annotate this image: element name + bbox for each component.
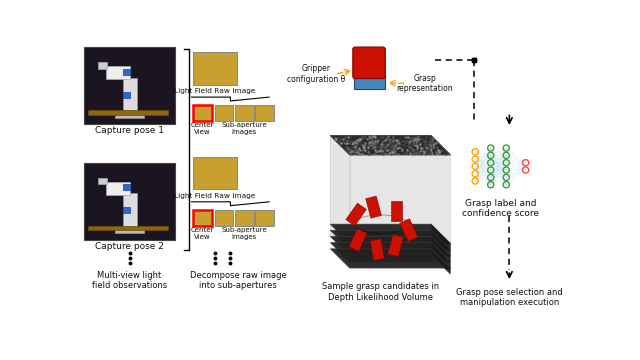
Text: Sub-aperture
images: Sub-aperture images — [221, 227, 267, 240]
Bar — [215, 210, 234, 226]
Polygon shape — [431, 230, 451, 256]
Text: Grasp label and
confidence score: Grasp label and confidence score — [462, 199, 540, 219]
Bar — [235, 105, 253, 121]
Text: Gripper
configuration θ: Gripper configuration θ — [287, 64, 346, 84]
Text: Capture pose 2: Capture pose 2 — [95, 242, 164, 251]
Polygon shape — [330, 249, 451, 268]
Polygon shape — [431, 224, 451, 249]
Polygon shape — [88, 110, 168, 115]
Text: Light Field Raw Image: Light Field Raw Image — [174, 88, 255, 94]
Polygon shape — [106, 66, 131, 80]
Polygon shape — [431, 243, 451, 268]
Polygon shape — [98, 62, 107, 69]
Text: Decompose raw image
into sub-apertures: Decompose raw image into sub-apertures — [189, 271, 287, 290]
Polygon shape — [330, 230, 451, 249]
Bar — [346, 203, 366, 226]
Text: Center
View: Center View — [191, 227, 214, 240]
Bar — [353, 75, 385, 89]
Bar — [84, 47, 175, 124]
Polygon shape — [330, 243, 451, 262]
Bar — [391, 201, 402, 221]
Bar — [193, 105, 212, 121]
Bar — [193, 157, 237, 189]
Polygon shape — [431, 237, 451, 262]
Polygon shape — [115, 112, 145, 118]
Bar — [123, 207, 131, 213]
Bar — [193, 210, 212, 226]
Bar — [399, 219, 418, 242]
Text: Capture pose 1: Capture pose 1 — [95, 126, 164, 135]
Polygon shape — [330, 136, 451, 155]
Bar — [193, 53, 237, 85]
Text: Light Field Raw Image: Light Field Raw Image — [174, 193, 255, 199]
Bar — [123, 92, 131, 98]
Polygon shape — [349, 155, 451, 255]
Polygon shape — [431, 249, 451, 274]
Text: Center
View: Center View — [191, 122, 214, 135]
Polygon shape — [106, 182, 131, 195]
Bar — [123, 69, 131, 75]
Bar — [365, 196, 381, 218]
Polygon shape — [330, 224, 451, 243]
Bar — [349, 229, 367, 251]
Text: Sub-aperture
images: Sub-aperture images — [221, 122, 267, 135]
Bar — [255, 105, 274, 121]
Text: Grasp
representation: Grasp representation — [397, 73, 453, 93]
Polygon shape — [330, 136, 349, 255]
Bar — [123, 184, 131, 190]
Bar — [193, 210, 212, 226]
Polygon shape — [98, 178, 107, 184]
Text: Multi-view light
field observations: Multi-view light field observations — [92, 271, 167, 290]
Text: Grasp pose selection and
manipulation execution: Grasp pose selection and manipulation ex… — [456, 288, 563, 307]
Polygon shape — [88, 226, 168, 230]
Text: Sample grasp candidates in
Depth Likelihood Volume: Sample grasp candidates in Depth Likelih… — [322, 282, 439, 302]
Bar — [215, 105, 234, 121]
Polygon shape — [123, 78, 136, 112]
Bar — [84, 163, 175, 239]
Polygon shape — [123, 193, 136, 228]
Bar — [388, 235, 403, 257]
Bar — [193, 105, 212, 121]
Polygon shape — [115, 228, 145, 233]
Bar — [370, 239, 385, 260]
Polygon shape — [330, 237, 451, 256]
Bar — [235, 210, 253, 226]
FancyBboxPatch shape — [353, 47, 385, 78]
Bar — [255, 210, 274, 226]
